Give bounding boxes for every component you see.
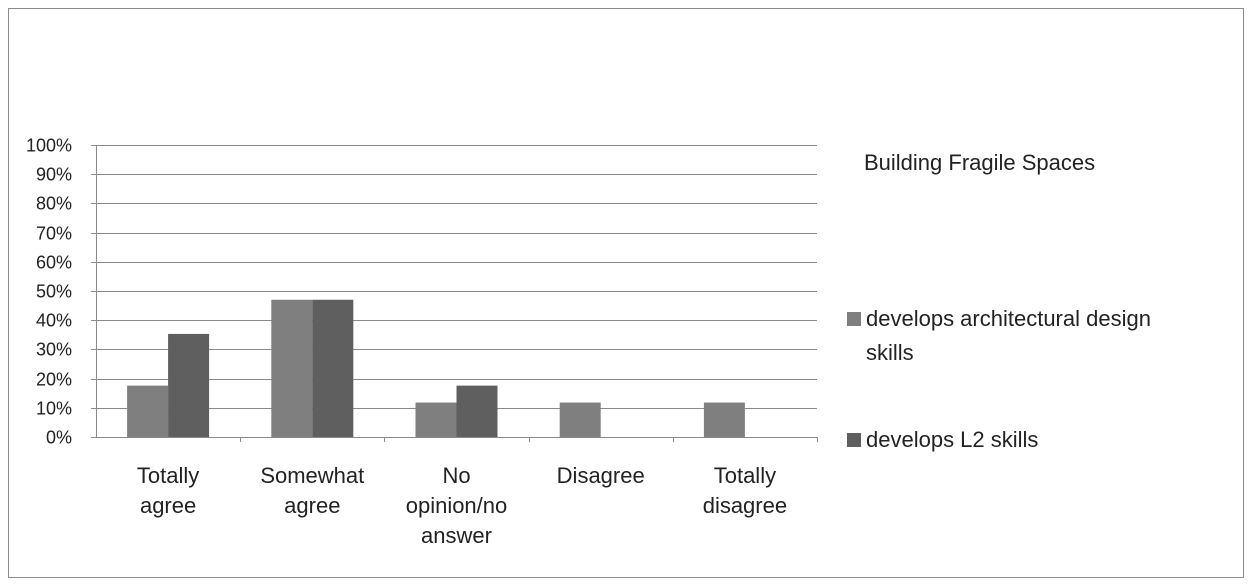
x-tick-label-line: Somewhat (260, 463, 364, 488)
legend-label-line: develops architectural design (866, 306, 1151, 331)
x-tick-label-line: agree (284, 493, 340, 518)
legend-swatch (847, 312, 861, 326)
legend-label: develops L2 skills (866, 427, 1038, 452)
legend-label-line: skills (866, 340, 914, 365)
y-tick-label: 50% (36, 282, 72, 302)
legend-swatch (847, 433, 861, 447)
x-tick-label-line: agree (140, 493, 196, 518)
x-tick-label-line: disagree (703, 493, 787, 518)
bar (168, 333, 210, 437)
chart-title: Building Fragile Spaces (864, 150, 1095, 175)
y-tick-label: 70% (36, 224, 72, 244)
bar (127, 385, 169, 437)
x-tick-label-line: Disagree (557, 463, 645, 488)
y-tick-label: 40% (36, 311, 72, 331)
chart-frame (8, 8, 1244, 578)
bar (456, 385, 498, 437)
y-tick-label: 10% (36, 399, 72, 419)
y-tick-label: 0% (46, 428, 72, 448)
bar (312, 299, 354, 437)
bar (703, 402, 745, 437)
legend-label: develops architectural design skills (866, 306, 1151, 365)
x-tick-label-line: No (442, 463, 470, 488)
y-tick-label: 90% (36, 165, 72, 185)
y-tick-label: 20% (36, 370, 72, 390)
bar (415, 402, 457, 437)
y-tick-label: 80% (36, 194, 72, 214)
x-tick-label-line: answer (421, 523, 492, 548)
x-tick-label-line: opinion/no (406, 493, 508, 518)
x-tick-label: Disagree (557, 463, 645, 488)
x-tick-label-line: Totally (137, 463, 199, 488)
x-tick-label: Totally disagree (703, 463, 787, 518)
x-tick-label-line: Totally (714, 463, 776, 488)
x-tick-label: No opinion/no answer (406, 463, 508, 548)
y-tick-label: 100% (26, 136, 72, 156)
x-tick-label: Totally agree (137, 463, 199, 518)
y-tick-label: 60% (36, 253, 72, 273)
bar (559, 402, 601, 437)
y-tick-label: 30% (36, 340, 72, 360)
bar (271, 299, 313, 437)
x-tick-label: Somewhat agree (260, 463, 364, 518)
legend-label-line: develops L2 skills (866, 427, 1038, 452)
